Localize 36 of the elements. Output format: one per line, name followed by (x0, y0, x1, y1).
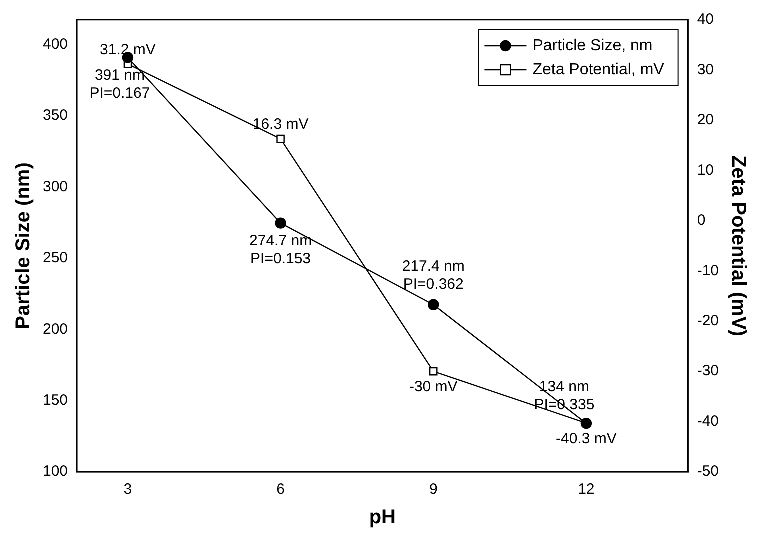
y2-tick-label: -40 (697, 412, 720, 430)
x-tick-label: 12 (578, 481, 595, 498)
point (429, 367, 438, 376)
y2-tick-label: 40 (697, 11, 714, 28)
data-label: -30 mV (409, 378, 458, 396)
y2-tick-label: -10 (697, 262, 720, 280)
y2-tick-label: -50 (697, 463, 720, 480)
x-axis-title: pH (369, 506, 396, 529)
point (276, 134, 285, 144)
y-tick-label: 300 (42, 178, 68, 196)
y-tick-label: 150 (42, 392, 68, 409)
y-tick-label: 350 (42, 107, 68, 124)
y2-tick-label: 20 (697, 112, 714, 129)
y-tick-label: 100 (42, 463, 68, 480)
y2-axis-title: Zeta Potential (mV) (727, 155, 750, 337)
data-label: 274.7 nm PI=0.153 (250, 232, 312, 268)
y-axis-title: Particle Size (nm) (12, 162, 35, 330)
y2-tick-label: 30 (697, 61, 714, 78)
data-label: -40.3 mV (556, 430, 617, 448)
data-label: 217.4 nm PI=0.362 (402, 258, 465, 294)
y2-tick-label: -20 (697, 312, 720, 330)
legend-label: Particle Size, nm (532, 37, 653, 54)
legend-label: Zeta Potential, mV (532, 61, 665, 78)
x-tick-label: 3 (124, 481, 132, 498)
y-tick-label: 200 (42, 320, 68, 338)
data-label: 391 nm PI=0.167 (90, 66, 150, 102)
y-tick-label: 250 (42, 250, 68, 267)
point (275, 218, 286, 229)
y2-tick-label: -30 (697, 362, 720, 380)
y-tick-label: 400 (42, 36, 68, 54)
y2-tick-label: 10 (697, 162, 714, 179)
point (428, 299, 440, 310)
y2-tick-label: 0 (697, 212, 706, 230)
data-label: 16.3 mV (252, 116, 309, 134)
x-tick-label: 6 (276, 481, 285, 498)
x-tick-label: 9 (429, 481, 438, 498)
